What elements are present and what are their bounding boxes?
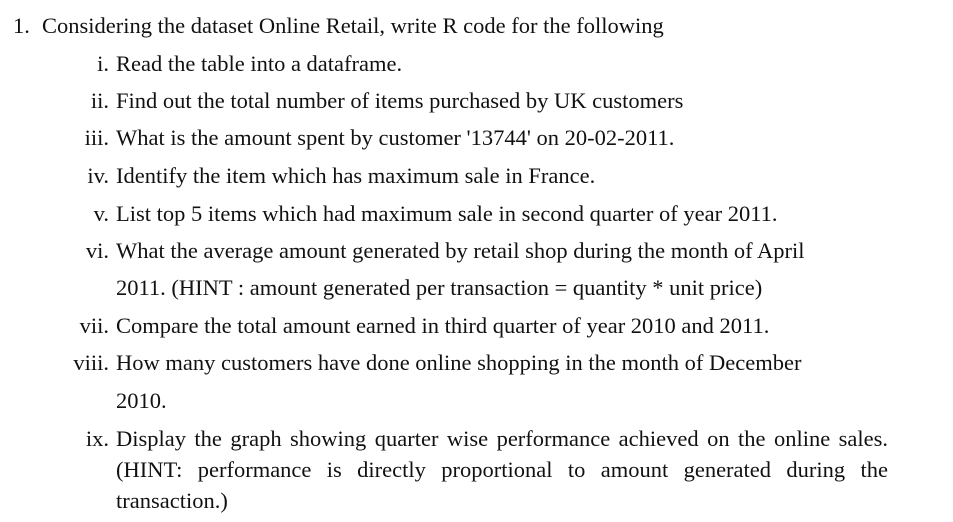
item-text-iii: What is the amount spent by customer '13… [116, 125, 675, 150]
item-text-vi-line2: 2011. (HINT : amount generated per trans… [116, 275, 763, 300]
question-number: 1. [13, 13, 30, 38]
item-text-i: Read the table into a dataframe. [116, 51, 403, 76]
item-number-vii: vii. [79, 313, 109, 338]
item-text-v: List top 5 items which had maximum sale … [116, 201, 778, 226]
item-number-iv: iv. [87, 163, 109, 188]
item-number-vi: vi. [85, 238, 109, 263]
item-number-v: v. [93, 201, 109, 226]
item-number-iii: iii. [84, 125, 109, 150]
item-text-vii: Compare the total amount earned in third… [116, 313, 770, 338]
item-number-ix: ix. [85, 426, 109, 451]
item-text-viii-line1: How many customers have done online shop… [116, 350, 802, 375]
question-text: Considering the dataset Online Retail, w… [42, 13, 664, 38]
item-text-vi-line1: What the average amount generated by ret… [116, 238, 805, 263]
item-number-i: i. [97, 51, 109, 76]
item-number-viii: viii. [73, 350, 109, 375]
item-text-ii: Find out the total number of items purch… [116, 88, 684, 113]
item-number-ii: ii. [90, 88, 109, 113]
item-text-iv: Identify the item which has maximum sale… [116, 163, 596, 188]
item-text-viii-line2: 2010. [116, 388, 167, 413]
item-text-ix: Display the graph showing quarter wise p… [116, 426, 888, 513]
